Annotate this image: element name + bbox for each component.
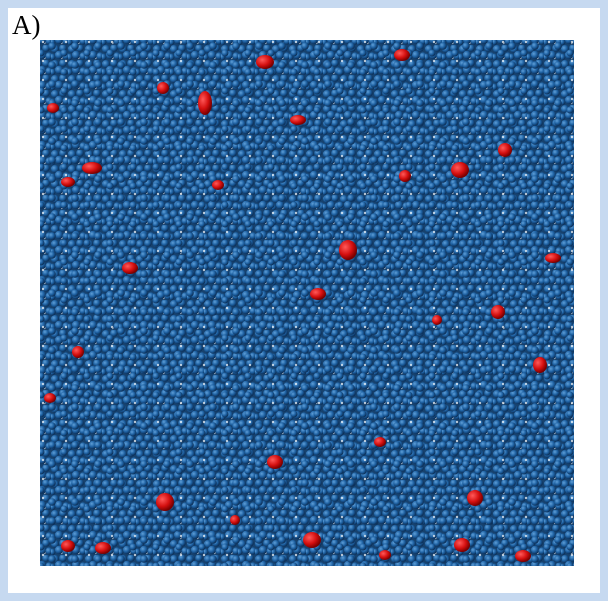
red-cluster <box>256 55 274 69</box>
red-cluster <box>451 162 469 178</box>
red-cluster <box>230 515 240 525</box>
red-cluster <box>95 542 111 554</box>
red-cluster <box>267 455 283 469</box>
red-cluster <box>454 538 470 552</box>
red-cluster <box>212 180 224 190</box>
red-cluster <box>491 305 505 319</box>
red-cluster <box>432 315 442 325</box>
red-cluster <box>290 115 306 125</box>
red-cluster <box>533 357 547 373</box>
red-cluster <box>310 288 326 300</box>
red-cluster <box>47 103 59 113</box>
red-cluster <box>303 532 321 548</box>
molecular-snapshot <box>0 0 608 601</box>
red-cluster <box>61 540 75 552</box>
panel-label: A) <box>12 10 41 41</box>
red-cluster <box>379 550 391 560</box>
red-cluster <box>72 346 84 358</box>
red-cluster <box>394 49 410 61</box>
red-cluster <box>498 143 512 157</box>
red-cluster <box>44 393 56 403</box>
red-cluster <box>122 262 138 274</box>
red-cluster <box>157 82 169 94</box>
red-cluster <box>467 490 483 506</box>
page: A) (() => { const data = JSON.parse(docu… <box>0 0 608 601</box>
red-cluster <box>198 91 212 115</box>
red-cluster <box>515 550 531 562</box>
red-cluster <box>156 493 174 511</box>
red-cluster <box>399 170 411 182</box>
red-cluster <box>82 162 102 174</box>
red-cluster <box>61 177 75 187</box>
lipid-layer-overlay <box>40 40 574 566</box>
red-cluster <box>545 253 561 263</box>
red-cluster <box>339 240 357 260</box>
red-cluster <box>374 437 386 447</box>
